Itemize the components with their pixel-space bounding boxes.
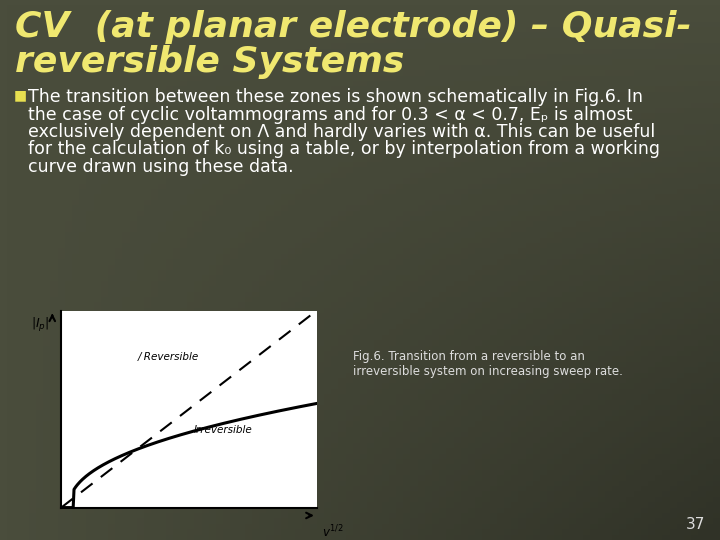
Text: CV  (at planar electrode) – Quasi-: CV (at planar electrode) – Quasi- (15, 10, 691, 44)
Text: $v^{1/2}$: $v^{1/2}$ (322, 523, 343, 540)
Text: for the calculation of k₀ using a table, or by interpolation from a working: for the calculation of k₀ using a table,… (28, 140, 660, 159)
Text: The transition between these zones is shown schematically in Fig.6. In: The transition between these zones is sh… (28, 88, 643, 106)
Text: exclusively dependent on Λ and hardly varies with α. This can be useful: exclusively dependent on Λ and hardly va… (28, 123, 655, 141)
Text: 37: 37 (685, 517, 705, 532)
Text: ■: ■ (14, 88, 27, 102)
Text: reversible Systems: reversible Systems (15, 45, 405, 79)
Text: Irreversible: Irreversible (194, 424, 253, 435)
Text: $|I_p|$: $|I_p|$ (30, 316, 49, 334)
Text: the case of cyclic voltammograms and for 0.3 < α < 0.7, Eₚ is almost: the case of cyclic voltammograms and for… (28, 105, 632, 124)
Text: Fig.6. Transition from a reversible to an
irreversible system on increasing swee: Fig.6. Transition from a reversible to a… (353, 350, 623, 378)
Text: curve drawn using these data.: curve drawn using these data. (28, 158, 294, 176)
Text: / Reversible: / Reversible (138, 352, 199, 362)
